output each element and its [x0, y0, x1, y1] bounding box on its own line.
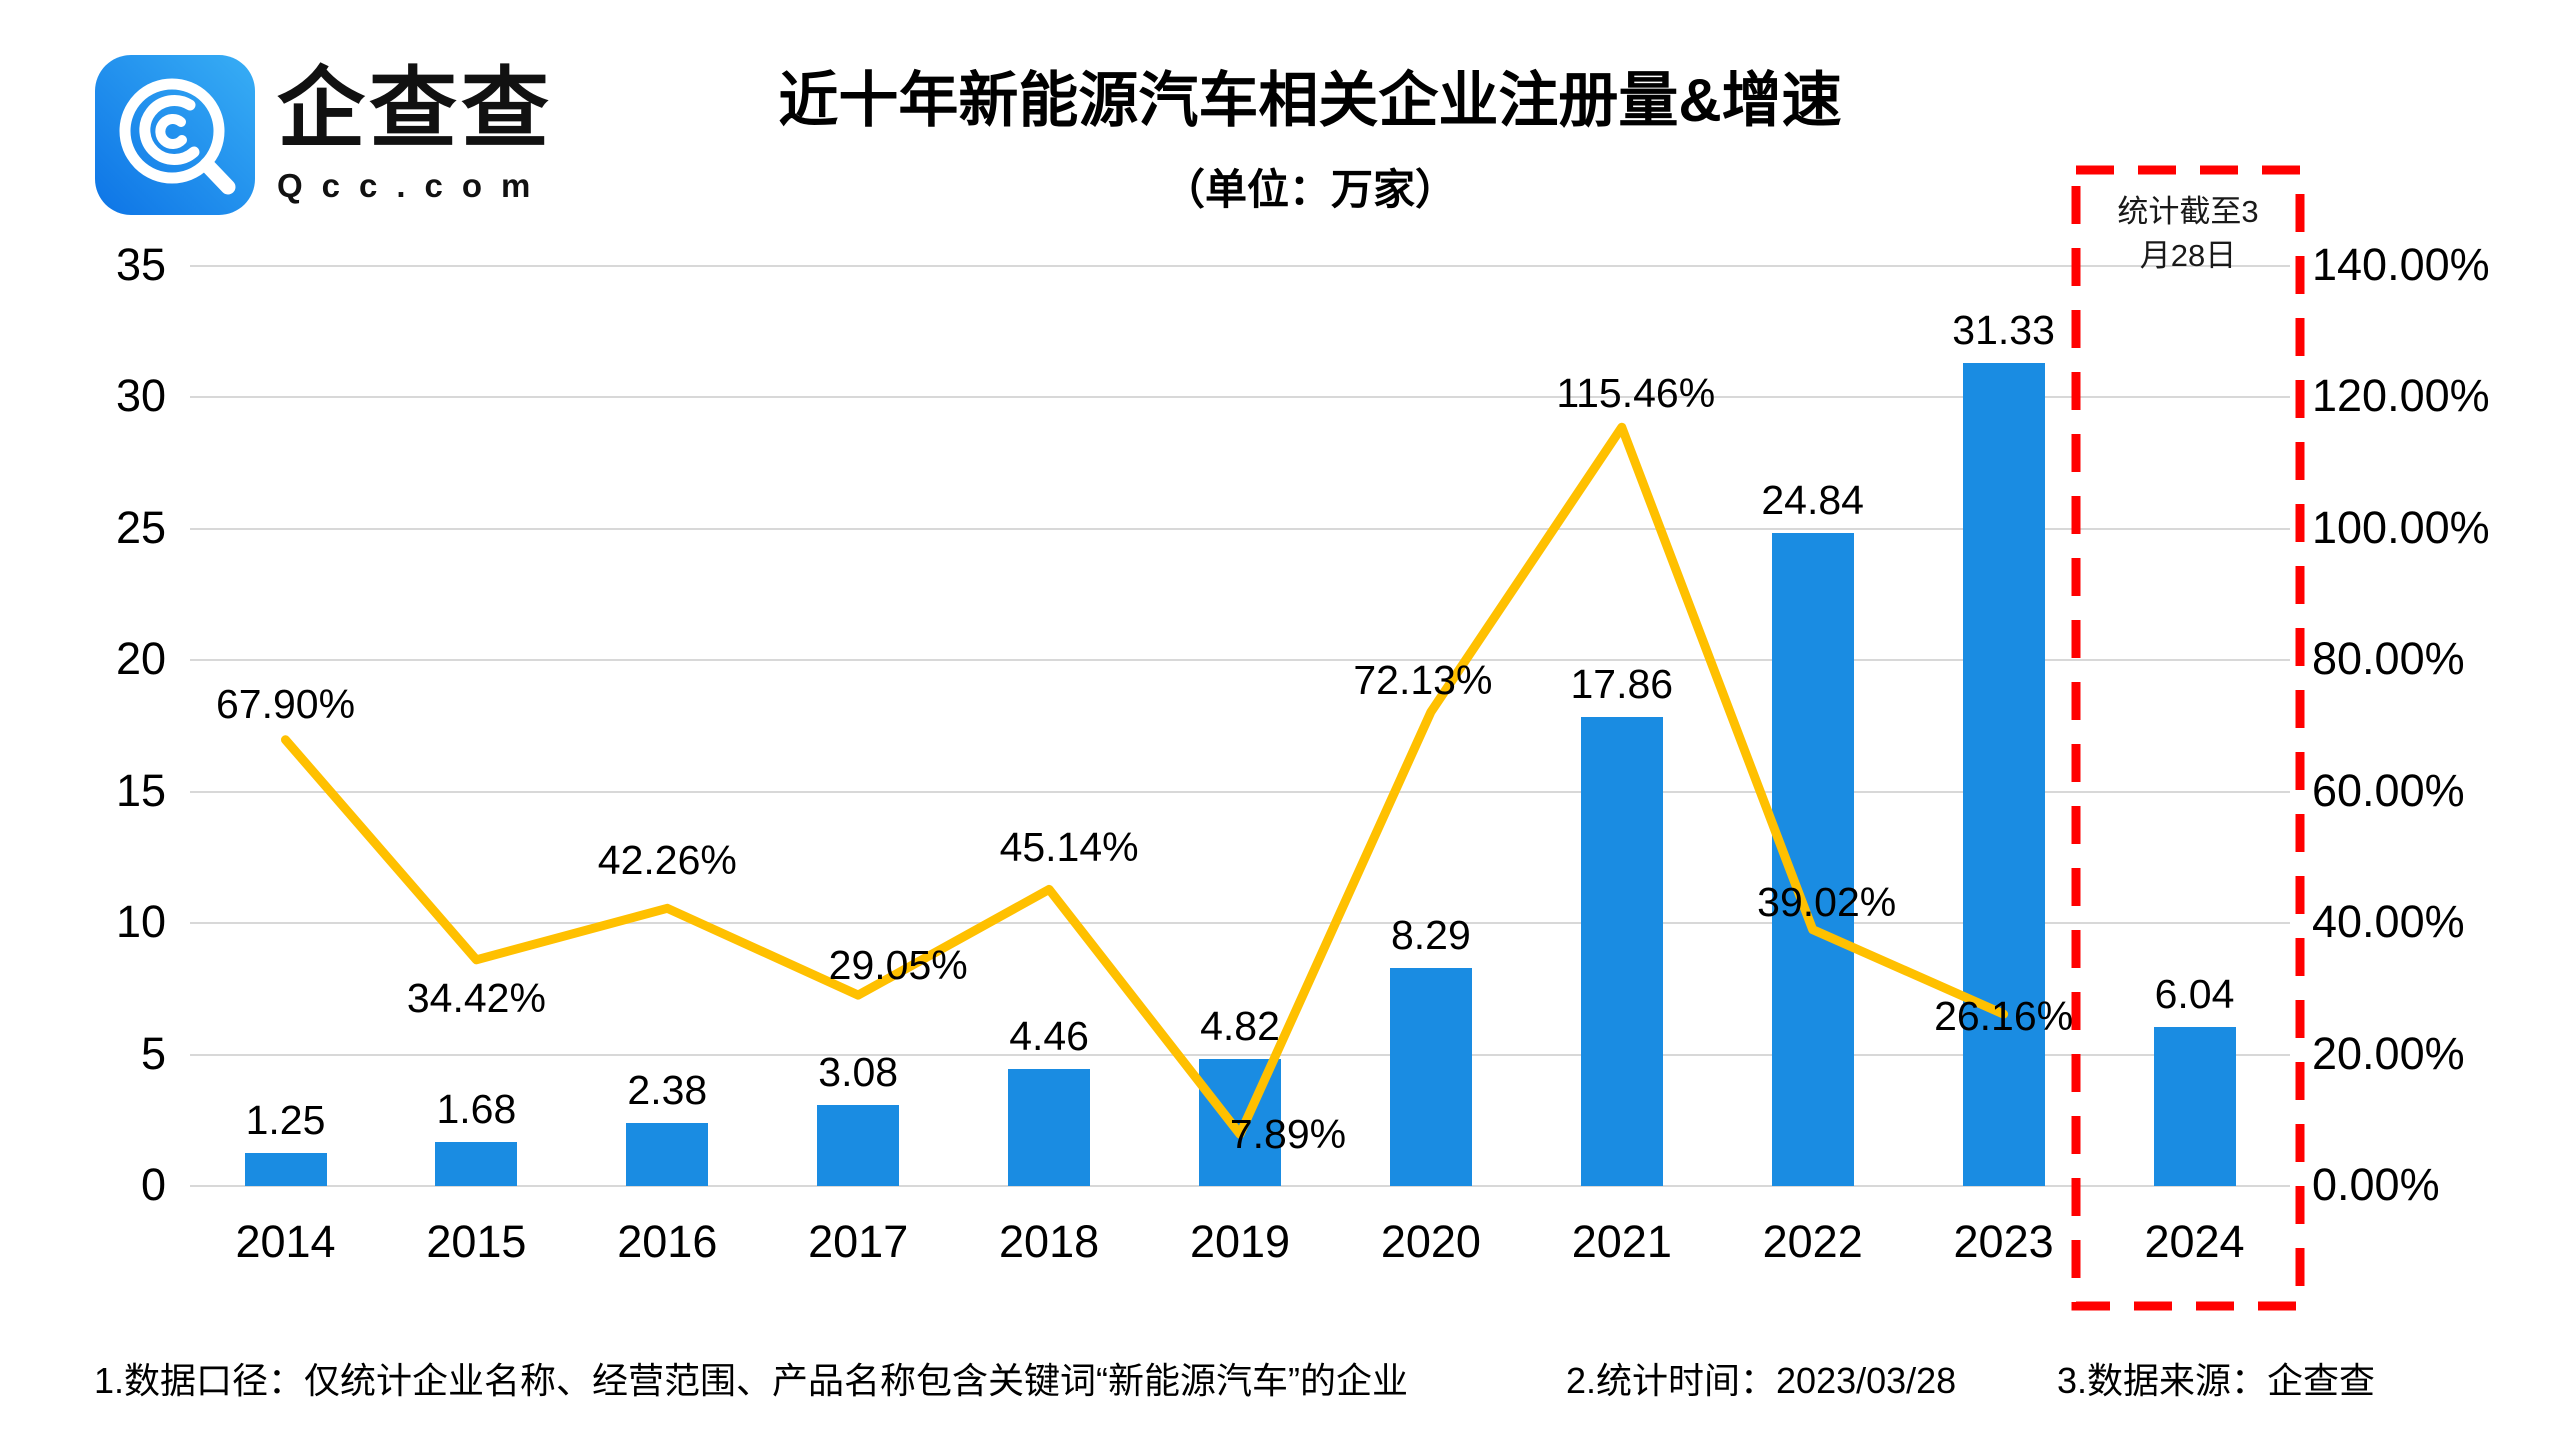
footer-note-scope: 1.数据口径：仅统计企业名称、经营范围、产品名称包含关键词“新能源汽车”的企业 [94, 1360, 1409, 1401]
y-axis-tick-right: 0.00% [2312, 1159, 2440, 1210]
line-point-label: 72.13% [1353, 657, 1493, 703]
x-axis-year-label: 2022 [1762, 1216, 1863, 1267]
x-axis-year-label: 2016 [617, 1216, 718, 1267]
bar-2015 [435, 1141, 518, 1186]
y-axis-tick-left: 30 [115, 370, 166, 422]
line-point-label: 115.46% [1556, 370, 1716, 417]
bar-value-label: 4.46 [1009, 1012, 1089, 1059]
line-point-label: 39.02% [1757, 878, 1897, 925]
bar-value-label: 24.84 [1761, 477, 1864, 524]
chart-title: 近十年新能源汽车相关企业注册量&增速 [778, 67, 1842, 134]
y-axis-tick-right: 80.00% [2312, 633, 2465, 685]
bar-2021 [1580, 716, 1663, 1186]
bar-2014 [244, 1153, 327, 1186]
y-axis-tick-right: 140.00% [2312, 239, 2490, 290]
line-point-label: 26.16% [1934, 993, 2074, 1040]
bar-value-label: 2.38 [627, 1067, 708, 1114]
gridline [190, 1185, 2290, 1187]
y-axis-tick-right: 20.00% [2312, 1027, 2465, 1079]
x-axis-year-label: 2015 [426, 1216, 527, 1267]
y-axis-tick-left: 5 [140, 1027, 166, 1079]
bar-2017 [817, 1105, 900, 1186]
bar-value-label: 4.82 [1200, 1003, 1280, 1050]
magnifier-icon [95, 55, 255, 215]
line-point-label: 45.14% [999, 824, 1139, 871]
bar-2018 [1008, 1068, 1091, 1186]
logo-domain-text: Qcc.com [277, 167, 550, 204]
x-axis-year-label: 2014 [235, 1216, 336, 1267]
y-axis-tick-left: 35 [115, 239, 166, 290]
qcc-logo-text: 企查查 Qcc.com [277, 55, 553, 205]
bar-2024 [2153, 1027, 2236, 1186]
y-axis-tick-right: 40.00% [2312, 896, 2465, 948]
qcc-logo: 企查查 Qcc.com [95, 55, 553, 215]
y-axis-tick-left: 20 [115, 633, 166, 685]
bar-2016 [626, 1123, 709, 1186]
x-axis-year-label: 2021 [1571, 1216, 1672, 1267]
bar-value-label: 17.86 [1570, 660, 1674, 707]
qcc-logo-icon [95, 55, 255, 215]
y-axis-tick-right: 100.00% [2312, 501, 2490, 553]
bar-2020 [1389, 968, 1472, 1186]
x-axis-year-label: 2024 [2144, 1216, 2245, 1267]
footer-note-date: 2.统计时间：2023/03/28 [1566, 1360, 1957, 1401]
line-point-label: 67.90% [215, 680, 356, 727]
bar-2022 [1771, 533, 1854, 1186]
gridline [190, 396, 2290, 399]
y-axis-tick-right: 120.00% [2312, 370, 2490, 422]
x-axis-year-label: 2020 [1380, 1216, 1481, 1267]
y-axis-tick-left: 10 [115, 896, 166, 948]
gridline [190, 265, 2290, 267]
x-axis-year-label: 2018 [999, 1216, 1100, 1267]
y-axis-tick-left: 15 [115, 764, 166, 816]
y-axis-tick-left: 0 [140, 1159, 166, 1210]
x-axis-year-label: 2017 [808, 1216, 909, 1267]
x-axis-year-label: 2019 [1189, 1216, 1291, 1267]
line-point-label: 7.89% [1229, 1111, 1347, 1158]
line-point-label: 34.42% [406, 974, 546, 1021]
highlight-note: 统计截至3月28日 [2117, 194, 2259, 274]
bar-value-label: 3.08 [818, 1049, 899, 1095]
footer-note-source: 3.数据来源：企查查 [2057, 1360, 2376, 1401]
line-point-label: 29.05% [828, 942, 968, 989]
logo-brand-text: 企查查 [277, 59, 554, 158]
bar-value-label: 1.68 [436, 1085, 517, 1132]
bar-value-label: 1.25 [245, 1097, 326, 1144]
bar-value-label: 8.29 [1390, 912, 1471, 959]
bar-value-label: 31.33 [1952, 306, 2055, 353]
y-axis-tick-left: 25 [115, 501, 166, 553]
x-axis-year-label: 2023 [1953, 1216, 2054, 1267]
y-axis-tick-right: 60.00% [2312, 764, 2465, 816]
bar-value-label: 6.04 [2154, 971, 2235, 1018]
bar-2023 [1962, 362, 2045, 1186]
line-point-label: 42.26% [597, 837, 737, 884]
chart-subtitle: （单位：万家） [1162, 166, 1457, 213]
